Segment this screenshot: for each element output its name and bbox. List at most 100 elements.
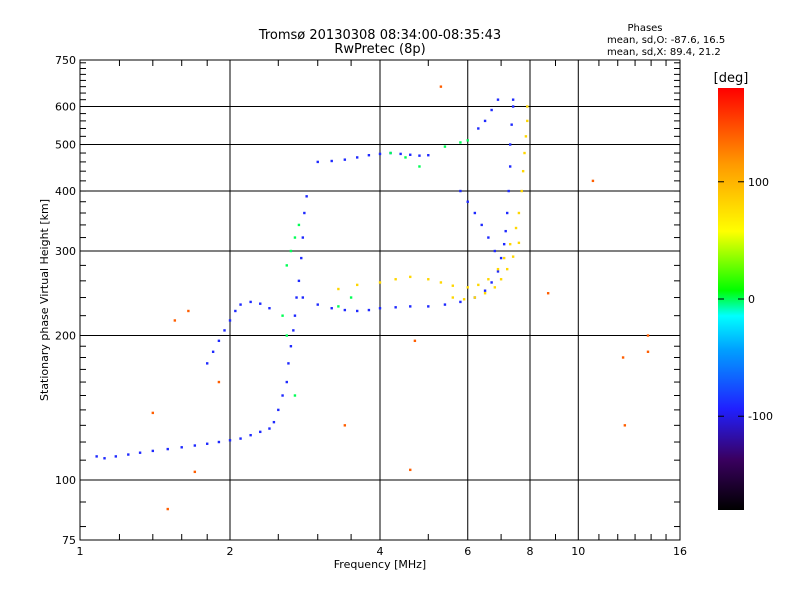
data-point [217, 339, 221, 343]
data-point [378, 152, 382, 156]
data-point [301, 296, 305, 299]
data-point [646, 334, 650, 337]
x-tick-label: 8 [527, 545, 534, 558]
data-point [507, 189, 510, 193]
data-point [268, 307, 271, 310]
data-point [504, 229, 507, 233]
data-point [394, 278, 397, 281]
legend-heading: Phases [627, 23, 662, 34]
data-point [514, 226, 518, 230]
data-point [621, 356, 625, 359]
data-point [508, 143, 512, 146]
data-point [281, 394, 284, 397]
y-tick-label: 400 [55, 185, 76, 198]
data-point [180, 446, 183, 449]
data-point [591, 179, 595, 183]
data-point [443, 145, 447, 148]
y-axis-label: Stationary phase Virtual Height [km] [38, 199, 51, 401]
data-point [293, 314, 297, 317]
data-point [127, 453, 130, 456]
data-point [409, 153, 412, 156]
data-point [413, 339, 417, 343]
data-point [173, 319, 177, 322]
data-point [459, 141, 462, 144]
data-point [166, 447, 169, 451]
data-point [623, 424, 627, 427]
data-point [343, 158, 347, 161]
data-point [217, 440, 221, 444]
data-point [305, 195, 308, 198]
y-tick-label: 75 [62, 534, 76, 547]
data-point [477, 127, 480, 130]
data-point [228, 439, 232, 442]
data-point [427, 154, 430, 157]
data-point [490, 108, 493, 112]
data-point [404, 156, 407, 159]
data-point [409, 468, 412, 472]
x-tick-label: 1 [77, 545, 84, 558]
data-point [487, 236, 490, 239]
data-point [205, 362, 209, 365]
y-tick-label: 600 [55, 101, 76, 114]
data-point [451, 284, 455, 287]
data-point [355, 156, 359, 159]
data-point [499, 256, 503, 260]
data-point [511, 255, 515, 258]
data-point [292, 329, 295, 332]
data-point [281, 314, 284, 317]
data-point [646, 350, 650, 353]
data-point [490, 281, 493, 284]
data-point [378, 281, 382, 284]
data-point [451, 296, 455, 299]
data-point [496, 98, 500, 101]
data-point [389, 151, 392, 155]
y-tick-label: 300 [55, 245, 76, 258]
data-point [297, 223, 301, 227]
data-point [510, 123, 513, 126]
colorbar-tick-label: 100 [748, 176, 769, 189]
colorbar-label: [deg] [714, 71, 749, 86]
data-point [473, 296, 477, 299]
data-point [293, 394, 297, 397]
data-point [249, 433, 252, 437]
data-point [480, 223, 483, 227]
data-point [193, 470, 197, 474]
data-point [439, 281, 443, 284]
y-tick-label: 200 [55, 330, 76, 343]
data-point [293, 236, 297, 239]
x-tick-label: 6 [464, 545, 471, 558]
data-point [193, 444, 197, 447]
data-point [526, 119, 529, 123]
data-point [466, 200, 469, 203]
data-point [285, 264, 288, 267]
data-point [114, 455, 118, 458]
colorbar: [deg] 100 0 -100 [714, 71, 773, 510]
data-point [505, 267, 509, 271]
data-point [300, 256, 303, 260]
data-point [427, 278, 430, 281]
data-point [277, 408, 280, 412]
data-point [399, 152, 402, 156]
colorbar-ticks: 100 0 -100 [718, 176, 773, 423]
data-point [493, 249, 497, 253]
data-point [330, 159, 333, 163]
data-point [217, 380, 221, 384]
data-point [330, 307, 333, 310]
data-point [517, 241, 521, 245]
data-point [297, 279, 301, 283]
data-point [483, 119, 487, 123]
data-point [289, 345, 293, 348]
data-point [524, 135, 528, 138]
data-point [301, 236, 305, 239]
data-point [337, 287, 340, 291]
data-point [316, 303, 319, 306]
data-point [466, 286, 469, 289]
data-points [95, 85, 650, 511]
data-point [466, 139, 469, 142]
data-point [205, 442, 209, 445]
data-point [520, 189, 523, 193]
data-point [343, 308, 347, 312]
colorbar-tick-label: -100 [748, 410, 773, 423]
data-point [151, 411, 155, 415]
data-point [234, 309, 237, 313]
